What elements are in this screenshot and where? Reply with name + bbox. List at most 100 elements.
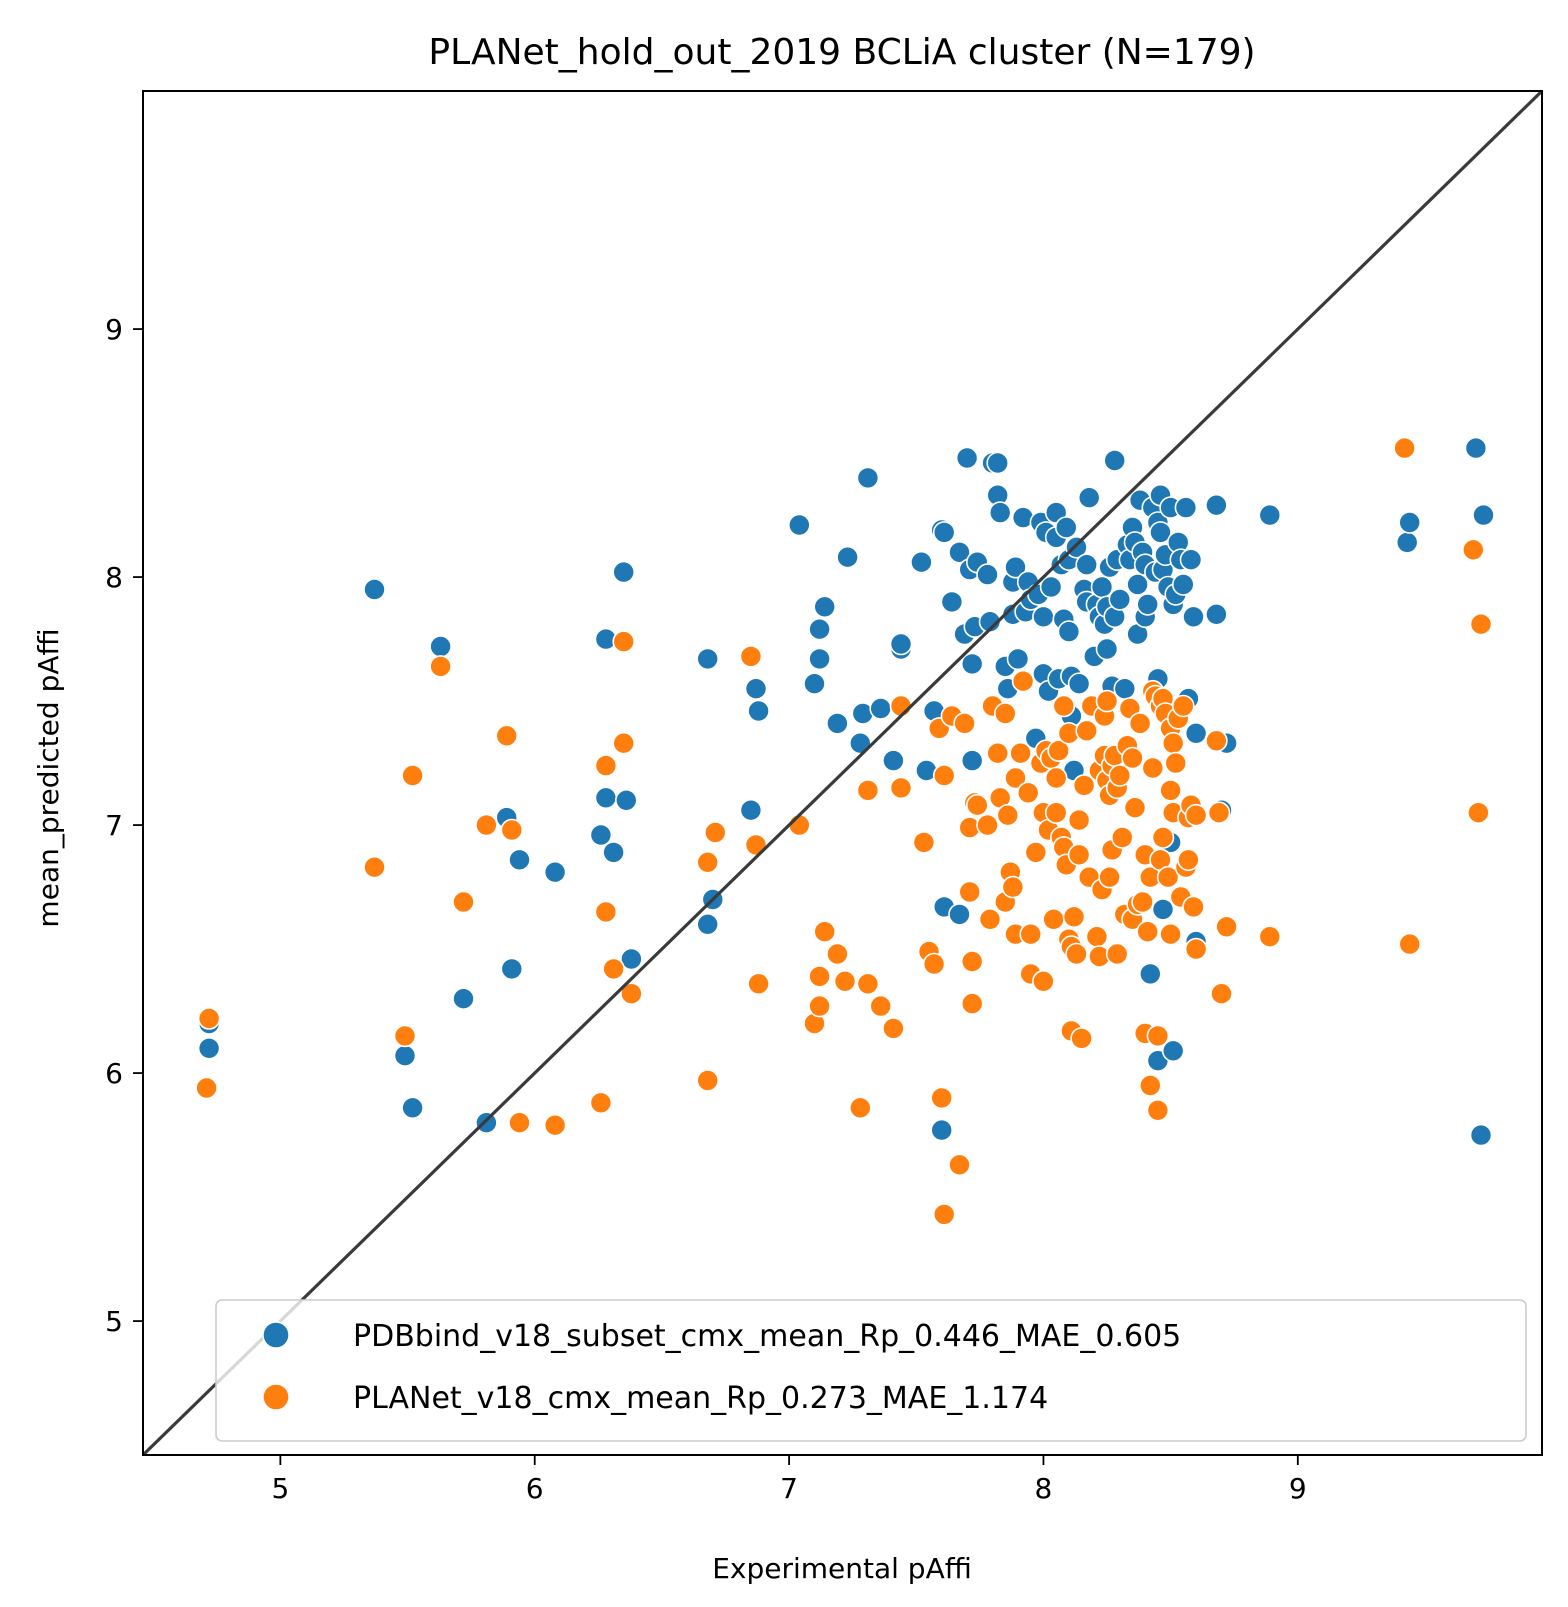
data-point <box>1139 962 1162 986</box>
data-point <box>1161 1039 1185 1063</box>
data-point <box>1032 605 1055 629</box>
legend-label: PDBbind_v18_subset_cmx_mean_Rp_0.446_MAE… <box>353 1319 1181 1354</box>
data-point <box>808 965 831 988</box>
data-point <box>703 821 727 844</box>
data-point <box>986 451 1010 475</box>
data-point <box>475 813 498 837</box>
data-point <box>508 1111 531 1134</box>
data-point <box>1159 922 1182 946</box>
data-point <box>594 786 618 810</box>
data-point <box>1004 555 1027 579</box>
data-point <box>940 590 964 614</box>
data-point <box>1164 751 1187 775</box>
data-point <box>826 712 849 735</box>
data-point <box>1462 538 1485 562</box>
data-point <box>1067 672 1091 696</box>
data-point <box>1472 503 1495 527</box>
data-point <box>889 776 913 800</box>
data-point <box>1172 573 1195 596</box>
data-point <box>1177 848 1200 872</box>
series-2 <box>195 436 1493 1226</box>
data-point <box>978 907 1002 931</box>
data-point <box>960 652 984 676</box>
data-point <box>833 969 857 993</box>
data-point <box>1398 932 1421 956</box>
legend-marker <box>262 1321 290 1349</box>
data-point <box>1103 449 1126 472</box>
data-point <box>1179 548 1203 572</box>
x-tick-label: 7 <box>780 1472 798 1505</box>
data-point <box>1467 801 1490 825</box>
data-point <box>813 595 837 619</box>
data-point <box>594 754 618 777</box>
data-point <box>393 1024 417 1048</box>
data-point <box>1011 669 1035 693</box>
series-1 <box>197 436 1495 1147</box>
data-point <box>602 957 625 981</box>
data-point <box>988 501 1012 524</box>
data-point <box>594 900 618 924</box>
data-points-group <box>143 91 1542 1455</box>
data-point <box>1095 637 1119 661</box>
data-point <box>1090 575 1114 599</box>
data-point <box>1151 826 1175 849</box>
data-point <box>1108 588 1132 611</box>
data-point <box>1039 575 1063 599</box>
data-point <box>976 813 999 837</box>
data-point <box>589 1091 613 1115</box>
data-point <box>696 647 720 671</box>
data-point <box>978 610 1002 634</box>
data-point <box>744 677 768 701</box>
data-point <box>363 855 386 879</box>
data-point <box>1065 535 1088 559</box>
data-point <box>976 563 999 586</box>
y-axis-label: mean_predicted pAffi <box>32 628 65 927</box>
data-point <box>1004 766 1027 790</box>
data-point <box>195 1076 218 1100</box>
data-point <box>1077 486 1101 510</box>
data-point <box>1395 531 1419 554</box>
data-point <box>612 560 636 584</box>
data-point <box>393 1044 417 1067</box>
data-point <box>826 942 849 966</box>
data-point <box>1174 496 1198 519</box>
data-point <box>1182 895 1205 919</box>
data-point <box>910 550 933 574</box>
data-point <box>747 699 770 723</box>
legend-box <box>215 1299 1527 1442</box>
data-point <box>932 1203 956 1226</box>
data-point <box>948 540 971 564</box>
data-point <box>1184 721 1208 745</box>
data-point <box>612 731 636 755</box>
data-point <box>429 655 452 678</box>
data-point <box>808 647 831 671</box>
legend: PDBbind_v18_subset_cmx_mean_Rp_0.446_MAE… <box>215 1299 1527 1442</box>
data-point <box>1184 803 1208 827</box>
data-point <box>612 630 636 653</box>
data-point <box>787 513 811 537</box>
data-point <box>452 890 475 914</box>
x-tick-label: 5 <box>271 1472 289 1505</box>
data-point <box>1065 942 1088 966</box>
plot-area: 5 6 7 8 9 5 6 7 8 9 PDBbind_v18_subset_cmx_mean_Rp… <box>105 90 1543 1505</box>
data-point <box>620 982 643 1006</box>
data-point <box>948 903 971 926</box>
data-point <box>1085 925 1109 949</box>
data-point <box>922 952 946 976</box>
data-point <box>1205 602 1228 626</box>
data-point <box>197 1007 221 1030</box>
identity-line <box>143 91 1542 1455</box>
data-point <box>1215 915 1238 939</box>
data-point <box>401 764 424 787</box>
data-point <box>1047 739 1070 763</box>
data-point <box>932 764 956 787</box>
data-point <box>1149 521 1172 544</box>
data-point <box>1055 516 1078 539</box>
data-point <box>1398 511 1421 534</box>
data-point <box>1001 875 1025 899</box>
data-point <box>1469 1123 1493 1147</box>
data-point <box>1136 593 1159 616</box>
data-point <box>500 818 524 842</box>
data-point <box>1131 890 1154 914</box>
data-point <box>1098 865 1121 889</box>
